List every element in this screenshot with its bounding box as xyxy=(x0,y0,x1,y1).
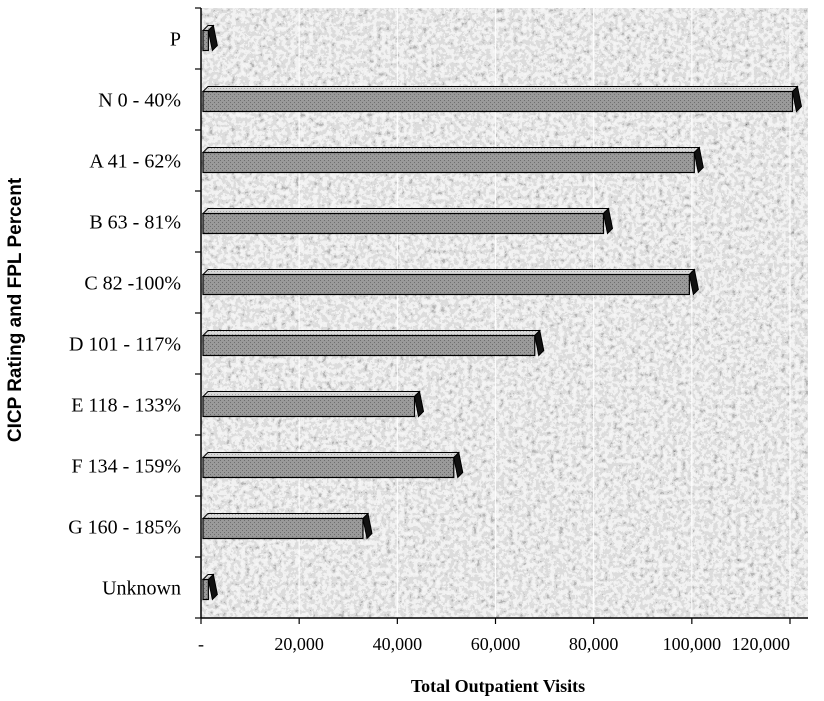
category-label: F 134 - 159% xyxy=(72,456,181,478)
category-label: A 41 - 62% xyxy=(89,151,181,173)
bar xyxy=(201,329,545,357)
bar-face xyxy=(202,151,695,174)
bar-face xyxy=(202,456,455,479)
bar xyxy=(201,85,802,113)
bar xyxy=(201,268,699,296)
bar-top xyxy=(201,86,799,92)
category-label: B 63 - 81% xyxy=(89,212,181,234)
category-labels: P N 0 - 40% A 41 - 62% B 63 - 81% C 82 -100%… xyxy=(68,29,181,600)
bar xyxy=(201,146,704,174)
bar-face xyxy=(202,90,794,113)
bar-end xyxy=(362,512,373,540)
bar-top xyxy=(201,330,541,336)
bar xyxy=(201,390,425,418)
bar-end xyxy=(534,329,545,357)
bar-top xyxy=(201,513,370,519)
category-label: D 101 - 117% xyxy=(69,334,181,356)
x-tick-label: 120,000 xyxy=(732,634,791,654)
category-label: N 0 - 40% xyxy=(98,90,181,112)
bar-top xyxy=(201,269,696,275)
category-label: P xyxy=(170,29,181,51)
x-axis-title: Total Outpatient Visits xyxy=(411,676,585,696)
y-axis-title: CICP Rating and FPL Percent xyxy=(5,177,26,442)
bar-end xyxy=(688,268,699,296)
bar-end xyxy=(413,390,425,418)
bar xyxy=(201,512,373,540)
bar-face xyxy=(202,395,416,418)
x-tick-label: 80,000 xyxy=(569,634,619,654)
bar-top xyxy=(201,147,701,153)
bar-end xyxy=(693,146,704,174)
category-label: E 118 - 133% xyxy=(71,395,181,417)
bar xyxy=(201,451,464,479)
bar xyxy=(201,207,614,235)
bar xyxy=(201,573,218,601)
bar-face xyxy=(202,29,209,52)
bar-face xyxy=(202,273,690,296)
bar-top xyxy=(201,208,610,214)
x-tick-label: 40,000 xyxy=(373,634,423,654)
bar-end xyxy=(207,573,218,601)
bar-end xyxy=(602,207,614,235)
x-tick-label: 20,000 xyxy=(274,634,324,654)
bar-end xyxy=(791,85,802,113)
bars xyxy=(201,24,802,601)
bar-face xyxy=(202,517,364,540)
bar-top xyxy=(201,391,421,397)
bar-end xyxy=(207,24,218,52)
category-label: G 160 - 185% xyxy=(68,517,181,539)
x-tick-label: 100,000 xyxy=(663,634,722,654)
axes xyxy=(195,7,808,624)
x-tick-labels: - 20,000 40,000 60,000 80,000 100,000 120,000 xyxy=(198,634,790,654)
category-label: C 82 -100% xyxy=(84,273,181,295)
bar-end xyxy=(453,451,464,479)
bar-face xyxy=(202,578,209,601)
bar xyxy=(201,24,218,52)
bar-top xyxy=(201,452,460,458)
bar-face xyxy=(202,212,605,235)
bar-face xyxy=(202,334,536,357)
x-tick-label: 60,000 xyxy=(471,634,521,654)
x-tick-label: - xyxy=(198,634,204,654)
category-label: Unknown xyxy=(102,578,181,600)
